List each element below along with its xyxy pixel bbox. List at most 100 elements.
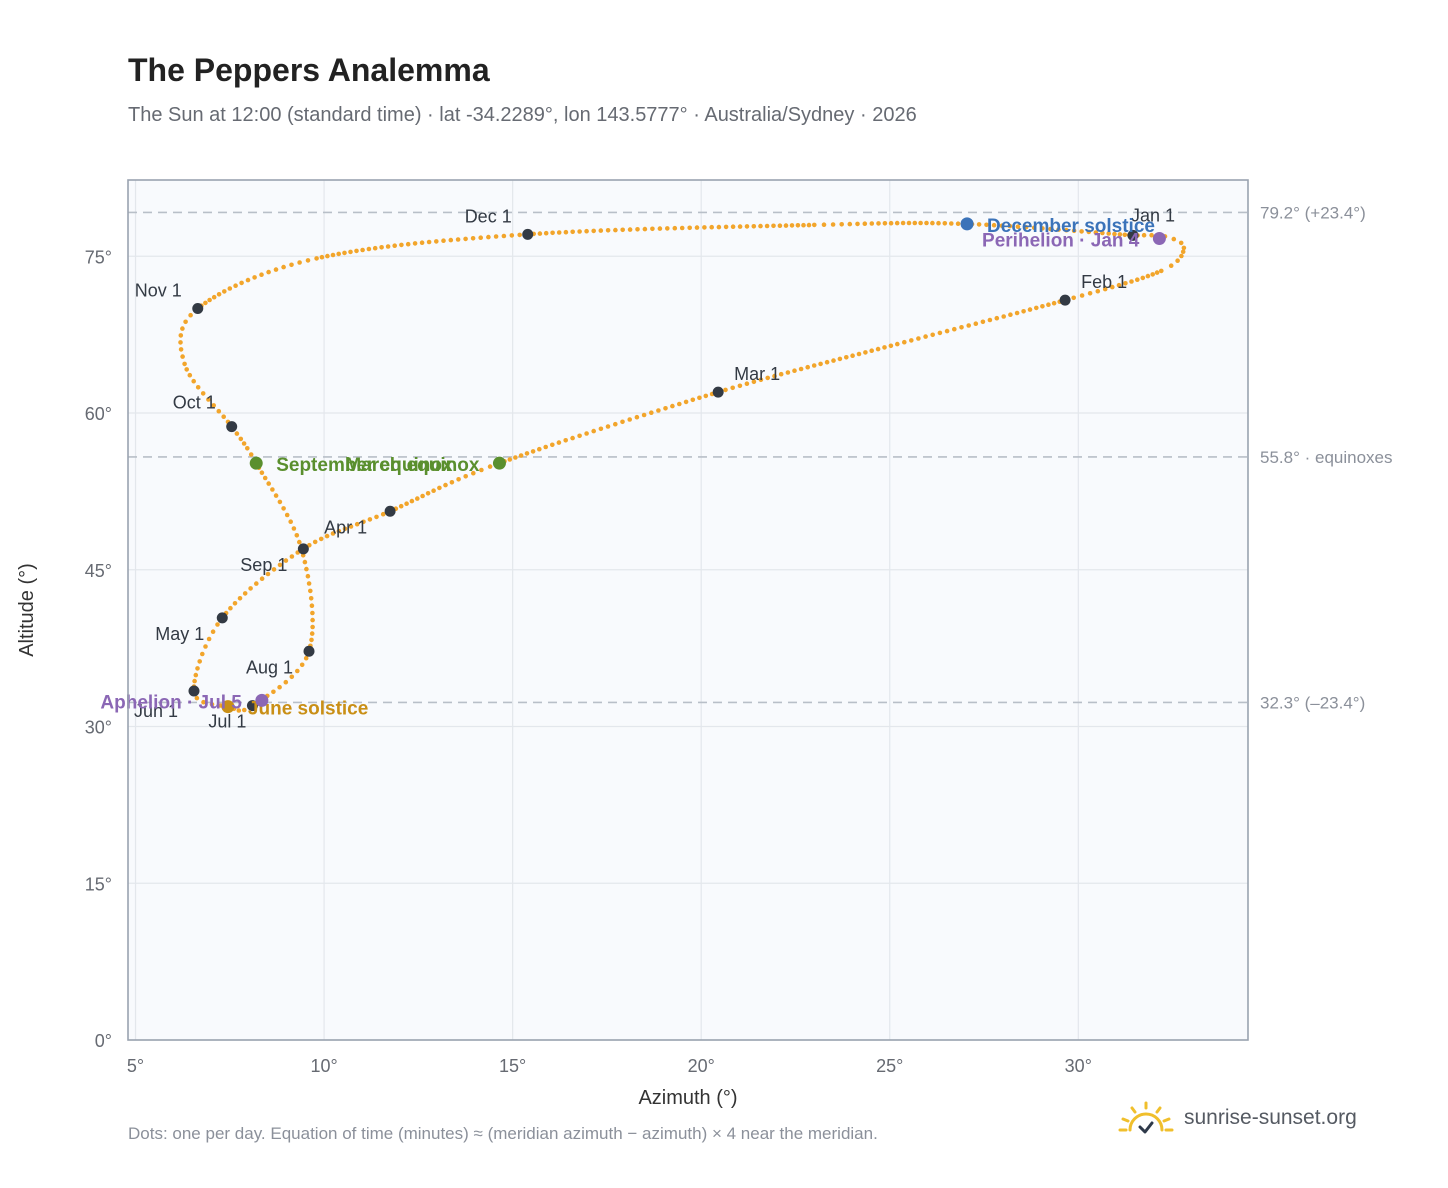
day-dot xyxy=(248,586,253,591)
day-dot xyxy=(663,406,668,411)
day-dot xyxy=(1027,307,1033,312)
day-dot xyxy=(456,477,461,482)
x-tick-label: 15° xyxy=(499,1056,526,1076)
day-dot xyxy=(1031,225,1037,231)
day-dot xyxy=(1048,226,1053,232)
day-dot xyxy=(348,524,354,529)
day-dot xyxy=(690,397,696,403)
day-dot xyxy=(831,358,836,363)
day-dot xyxy=(470,236,476,241)
event-marker xyxy=(1152,232,1166,246)
day-dot xyxy=(584,228,589,234)
month-label: Aug 1 xyxy=(246,657,293,677)
day-dot xyxy=(518,453,524,458)
event-marker xyxy=(960,217,974,231)
day-dot xyxy=(325,253,330,259)
day-dot xyxy=(441,238,446,243)
day-dot xyxy=(271,567,277,572)
day-dot xyxy=(1149,232,1154,238)
day-dot xyxy=(281,506,286,511)
day-dot xyxy=(354,248,359,254)
day-dot xyxy=(936,220,941,226)
day-dot xyxy=(302,559,308,565)
day-dot xyxy=(783,223,789,228)
day-dot xyxy=(778,371,784,377)
day-dot xyxy=(211,294,217,300)
day-dot xyxy=(1079,293,1085,298)
brand[interactable]: sunrise-sunset.org xyxy=(1118,1100,1357,1136)
day-dot xyxy=(1178,240,1184,246)
day-dot xyxy=(245,277,251,283)
day-dot xyxy=(563,229,569,235)
day-dot xyxy=(259,576,265,581)
day-dot xyxy=(195,666,200,671)
day-dot xyxy=(863,350,868,355)
day-dot xyxy=(192,678,197,684)
day-dot xyxy=(1095,288,1101,294)
day-dot xyxy=(203,300,208,306)
day-dot xyxy=(1056,227,1061,232)
day-dot xyxy=(677,401,682,407)
day-dot xyxy=(222,289,227,294)
x-tick-label: 20° xyxy=(688,1056,715,1076)
day-dot xyxy=(448,237,454,243)
day-dot xyxy=(959,325,964,330)
day-dot xyxy=(758,223,763,229)
day-dot xyxy=(299,662,305,668)
day-dot xyxy=(211,403,216,408)
day-dot xyxy=(1021,309,1026,314)
day-dot xyxy=(1064,227,1069,233)
day-dot xyxy=(191,378,196,384)
day-dot xyxy=(277,684,282,690)
day-dot xyxy=(955,221,961,226)
day-dot xyxy=(233,283,238,289)
day-dot xyxy=(206,397,211,402)
day-dot xyxy=(206,636,212,642)
day-dot xyxy=(591,228,596,234)
day-dot xyxy=(487,464,493,469)
day-dot xyxy=(232,601,238,606)
day-dot xyxy=(405,241,411,247)
day-dot xyxy=(360,247,365,253)
day-dot xyxy=(336,528,342,534)
day-dot xyxy=(665,226,670,231)
day-dot xyxy=(342,250,347,256)
day-dot xyxy=(627,227,633,232)
day-dot xyxy=(361,519,366,525)
day-dot xyxy=(297,260,302,265)
day-dot xyxy=(237,596,243,601)
day-dot xyxy=(194,695,200,701)
reference-line-label: 79.2° (+23.4°) xyxy=(1260,203,1366,222)
day-dot xyxy=(772,373,777,379)
day-dot xyxy=(309,631,315,636)
day-dot xyxy=(605,424,611,429)
month-label: May 1 xyxy=(155,624,204,644)
day-dot xyxy=(463,236,468,242)
day-dot xyxy=(942,221,948,226)
day-dot xyxy=(744,381,750,387)
day-dot xyxy=(420,493,425,499)
event-marker xyxy=(221,700,235,714)
day-dot xyxy=(187,372,193,378)
day-dot xyxy=(856,351,862,357)
day-dot xyxy=(415,496,420,501)
event-marker xyxy=(249,456,263,470)
day-dot xyxy=(837,356,843,362)
brand-name: sunrise-sunset.org xyxy=(1184,1106,1357,1129)
day-dot xyxy=(273,493,279,498)
day-dot xyxy=(591,428,596,434)
day-dot xyxy=(844,355,849,360)
day-dot xyxy=(584,431,589,436)
day-dot xyxy=(976,222,982,227)
day-dot xyxy=(737,224,743,229)
day-dot xyxy=(687,225,692,231)
day-dot xyxy=(869,348,874,354)
day-dot xyxy=(1181,245,1187,251)
day-dot xyxy=(795,223,801,228)
day-dot xyxy=(944,328,950,334)
day-dot xyxy=(308,588,313,594)
day-dot xyxy=(709,224,714,230)
day-dot xyxy=(987,317,993,323)
month-label: Jul 1 xyxy=(208,712,246,732)
day-dot xyxy=(273,267,279,272)
